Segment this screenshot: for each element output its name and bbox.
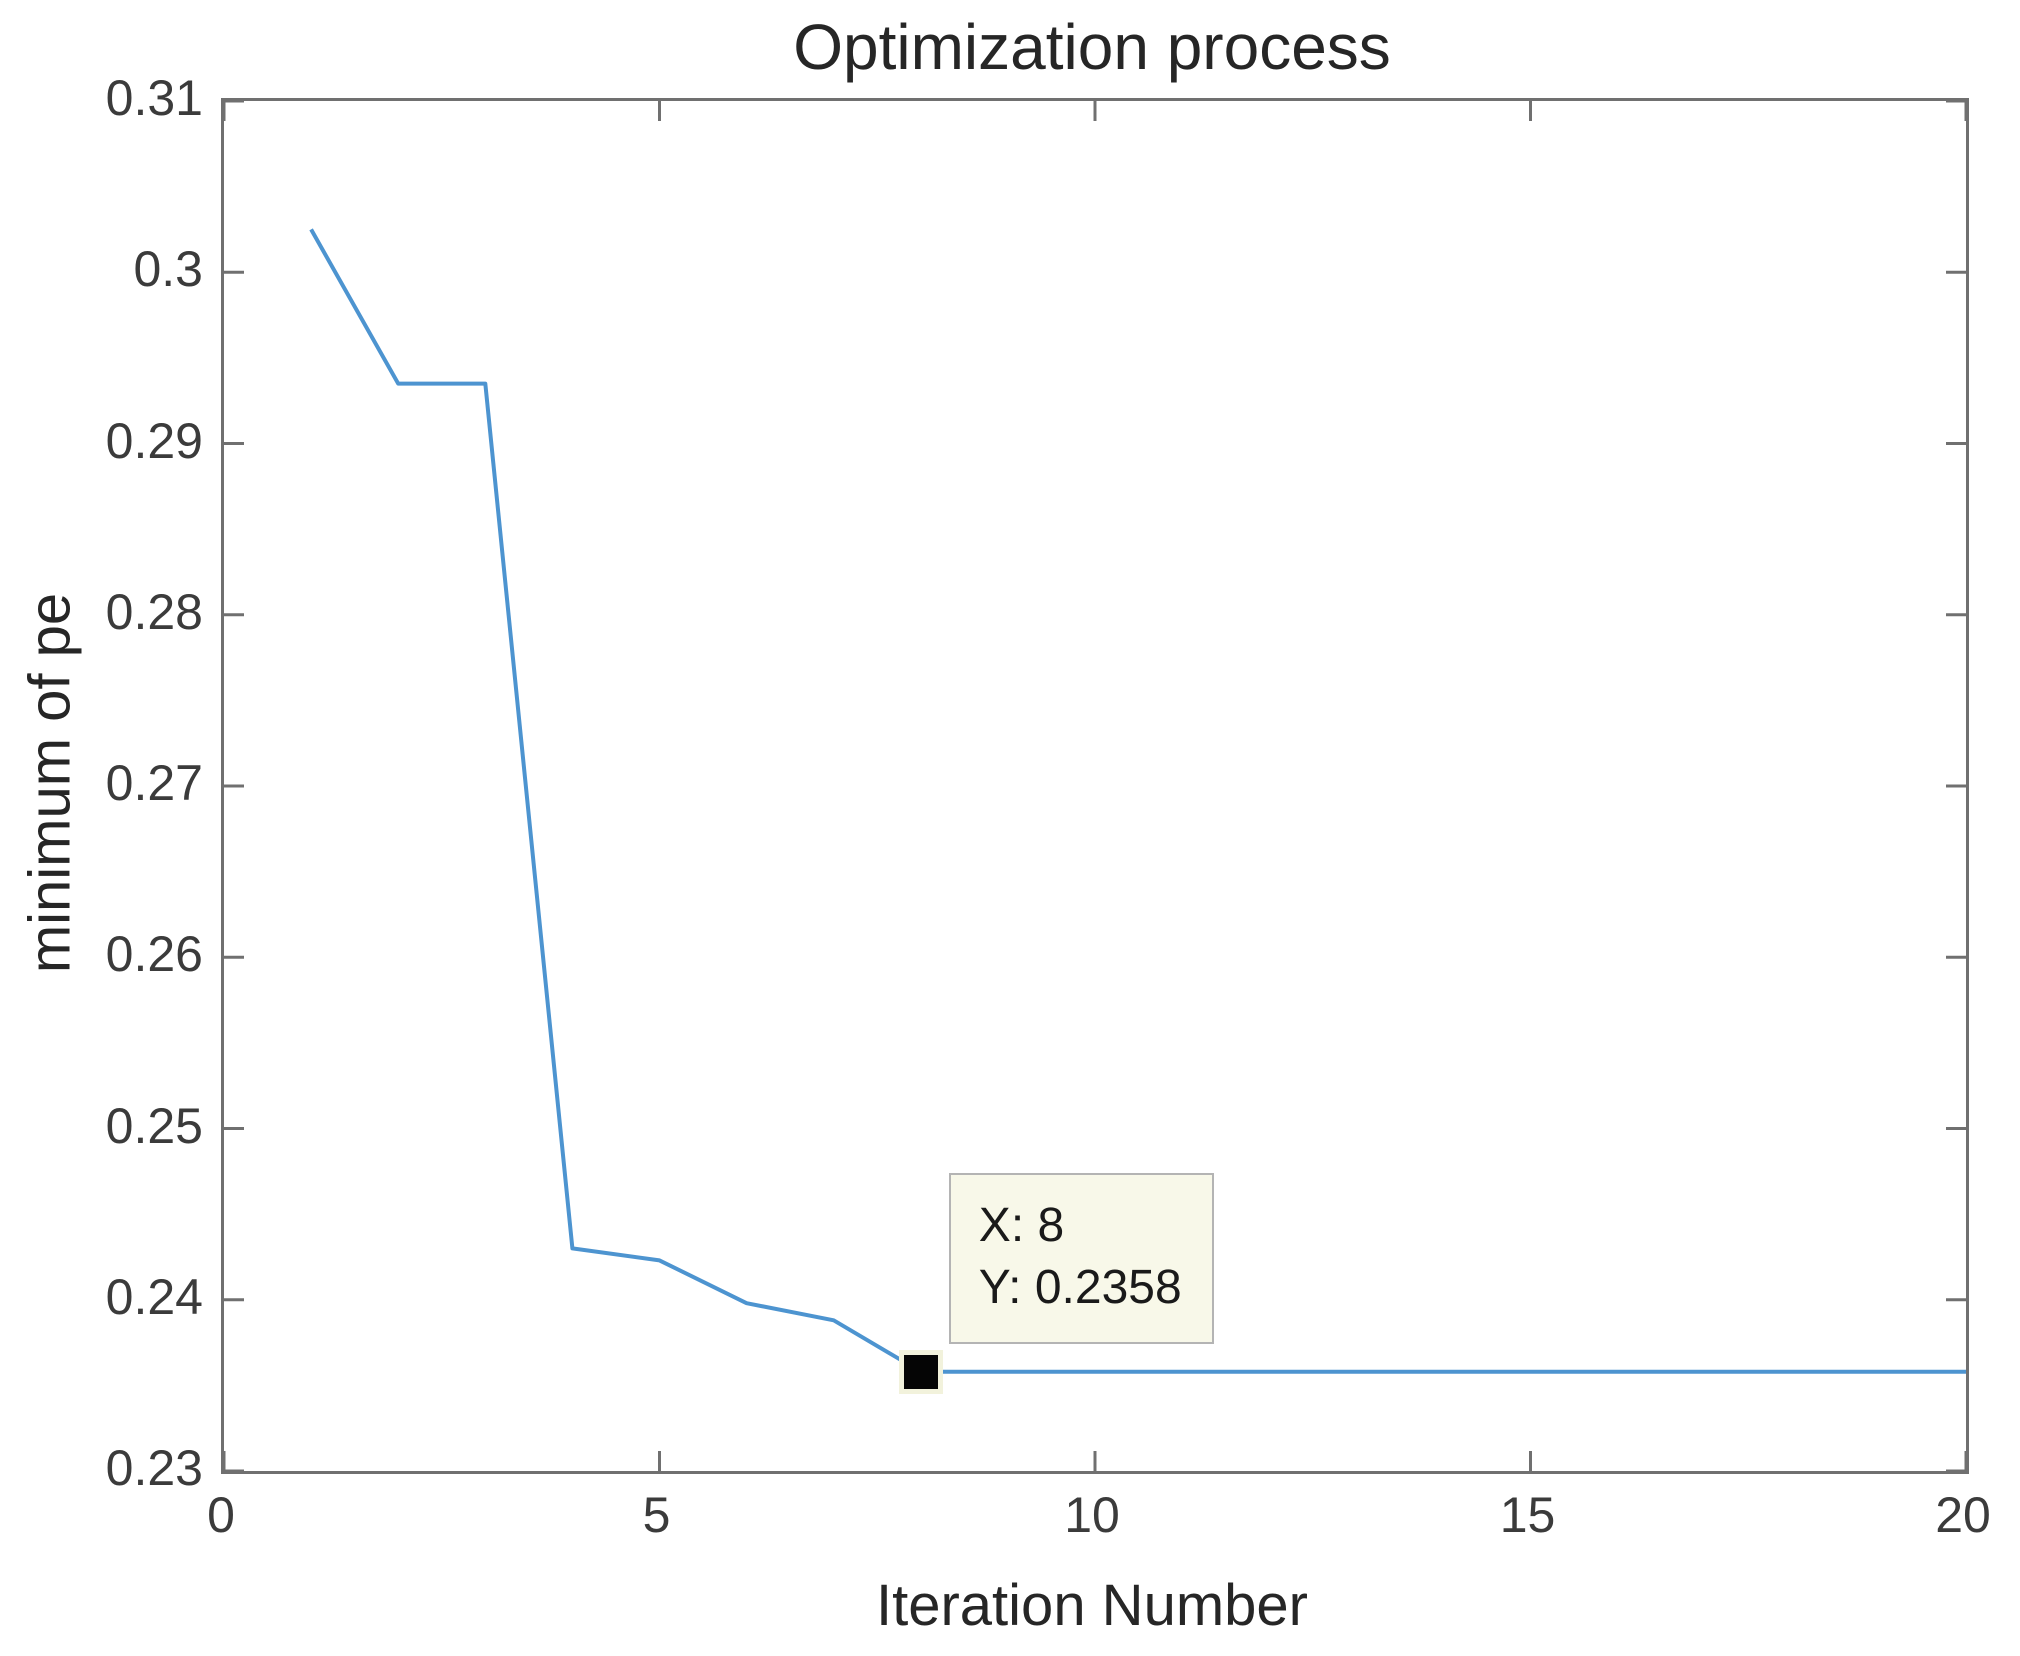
y-tick-label: 0.31 [105,70,203,126]
datatip-box[interactable]: X: 8 Y: 0.2358 [948,1172,1214,1344]
y-tick-label: 0.25 [105,1097,203,1154]
y-tick-label: 0.28 [105,583,203,640]
chart-title: Optimization process [793,11,1391,83]
y-tick-label: 0.27 [105,755,203,811]
y-tick-label: 0.23 [105,1440,203,1496]
datatip-x-value: X: 8 [978,1198,1065,1252]
plot-canvas [224,101,1966,1471]
x-axis-label: Iteration Number [876,1573,1308,1638]
y-tick-label: 0.24 [105,1268,203,1325]
y-tick-label: 0.3 [133,241,203,298]
x-tick-label: 0 [207,1487,235,1543]
plot-area: X: 8 Y: 0.2358 [221,98,1969,1474]
x-tick-label: 20 [1935,1487,1991,1543]
y-tick-label: 0.26 [105,926,203,983]
datatip-y-value: Y: 0.2358 [978,1260,1182,1314]
y-tick-label: 0.29 [105,412,203,469]
optimization-line [309,228,1966,1374]
x-tick-label: 5 [642,1487,671,1543]
datatip-marker[interactable] [898,1349,943,1394]
x-tick-label: 15 [1499,1487,1556,1543]
x-tick-label: 10 [1064,1487,1120,1543]
